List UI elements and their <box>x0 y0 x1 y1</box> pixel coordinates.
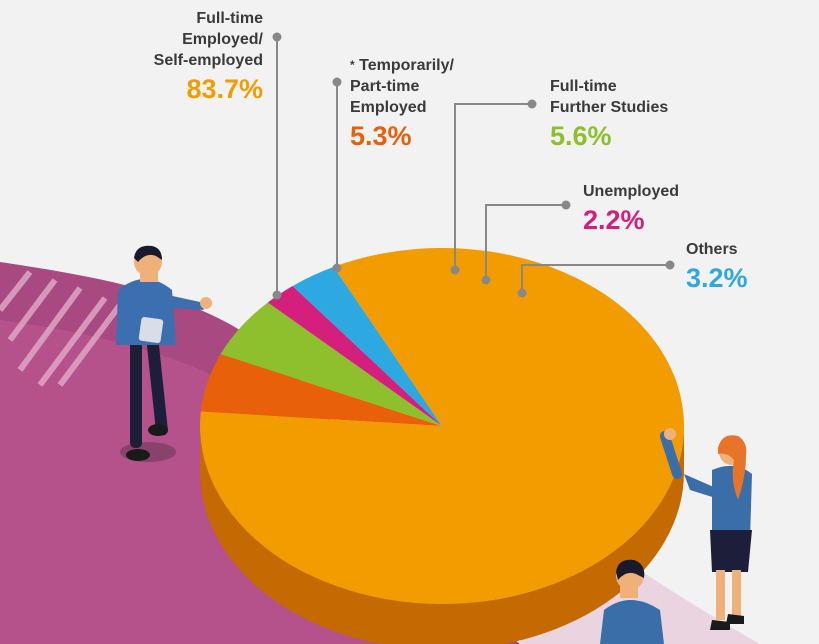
pie-slice-2 <box>220 302 442 426</box>
leader-line-3 <box>485 204 566 280</box>
leader-dot-4-1 <box>665 260 675 270</box>
slice-value: 83.7% <box>186 74 263 104</box>
leader-dot-0-0 <box>272 290 282 300</box>
slice-value: 5.3% <box>350 121 412 151</box>
man-back-view-illustration <box>600 559 664 644</box>
asterisk-marker: * <box>350 58 355 72</box>
slice-name: Temporarily/ Part-time Employed <box>350 57 454 116</box>
pie-slice-3 <box>267 285 442 426</box>
slice-value: 3.2% <box>686 263 748 293</box>
slice-value: 5.6% <box>550 121 612 151</box>
label-unemployed: Unemployed 2.2% <box>583 181 679 236</box>
slice-value: 2.2% <box>583 205 645 235</box>
label-part-time-employed: * Temporarily/ Part-time Employed 5.3% <box>350 55 454 152</box>
pie-chart <box>199 248 684 644</box>
label-further-studies: Full-time Further Studies 5.6% <box>550 76 668 152</box>
pie-slice-0 <box>199 248 684 605</box>
slice-name: Others <box>686 241 738 258</box>
leader-dot-2-1 <box>527 99 537 109</box>
slice-name: Full-time Further Studies <box>550 78 669 116</box>
leader-dot-2-0 <box>450 265 460 275</box>
leader-dot-1-0 <box>332 263 342 273</box>
leader-line-4 <box>521 264 670 293</box>
leader-dot-4-0 <box>517 288 527 298</box>
leader-lines <box>272 32 675 300</box>
pie-slice-1 <box>200 354 442 426</box>
slice-name: Full-time Employed/ Self-employed <box>153 10 263 69</box>
leader-dot-1-1 <box>332 77 342 87</box>
woman-pointing-illustration <box>659 428 752 630</box>
leader-line-2 <box>454 103 532 270</box>
pie-side-wall <box>200 426 684 644</box>
pie-slice-4 <box>292 266 442 426</box>
leader-dot-3-1 <box>561 200 571 210</box>
label-full-time-employed: Full-time Employed/ Self-employed 83.7% <box>154 8 263 105</box>
slice-name: Unemployed <box>583 183 680 200</box>
leader-dot-3-0 <box>481 275 491 285</box>
man-with-tablet-illustration <box>116 245 212 462</box>
label-others: Others 3.2% <box>686 239 748 294</box>
leader-dot-0-1 <box>272 32 282 42</box>
